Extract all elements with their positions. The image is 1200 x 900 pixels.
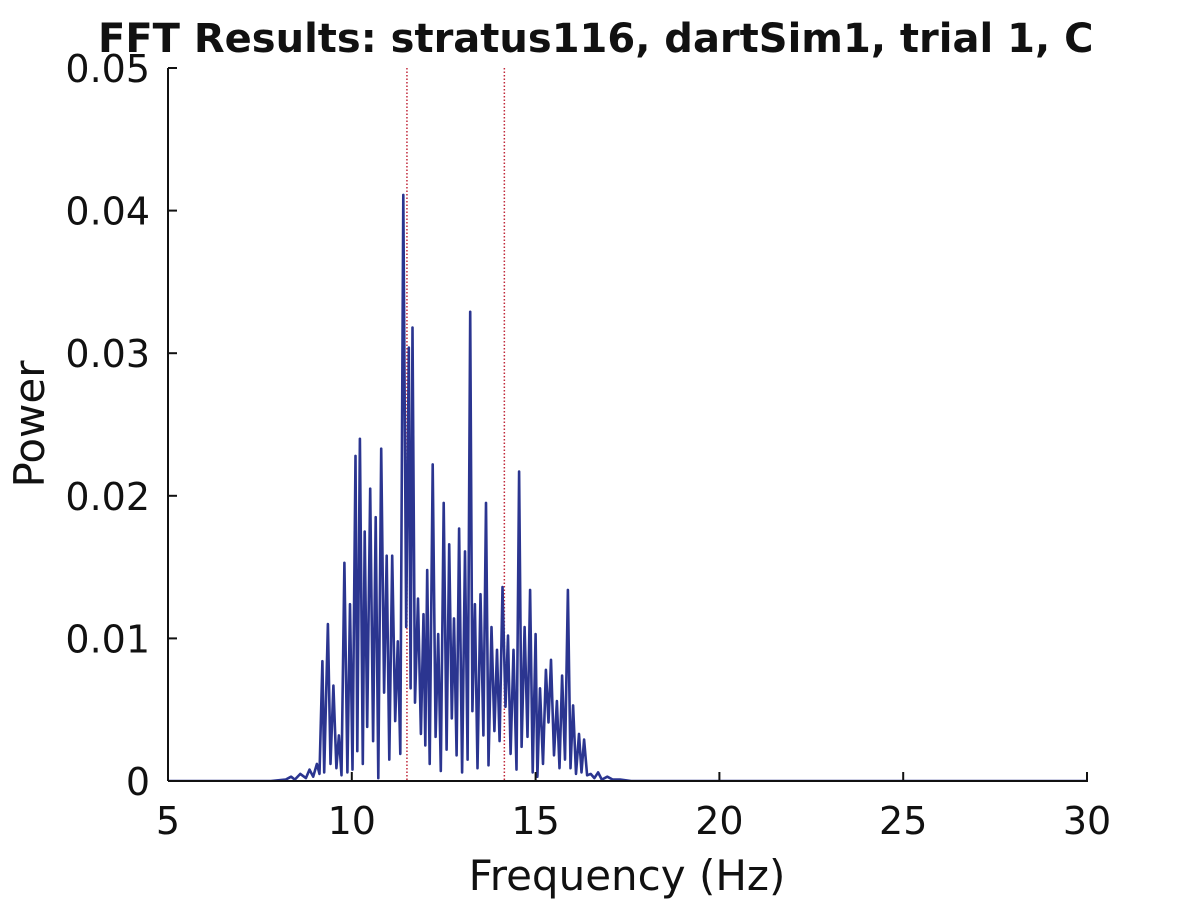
x-tick-label: 15 [511, 799, 559, 843]
y-tick-label: 0.05 [65, 47, 150, 91]
x-tick-label: 25 [879, 799, 927, 843]
y-tick-label: 0.03 [65, 332, 150, 376]
x-tick-label: 20 [695, 799, 743, 843]
y-tick-label: 0.01 [65, 617, 150, 661]
y-tick-label: 0 [126, 760, 150, 804]
series-layer [168, 193, 1087, 782]
chart-title: FFT Results: stratus116, dartSim1, trial… [98, 16, 1093, 62]
y-tick-label: 0.02 [65, 475, 150, 519]
power-spectrum-line [168, 193, 1087, 782]
x-axis-label: Frequency (Hz) [469, 851, 786, 900]
y-axis-label: Power [5, 360, 54, 488]
x-tick-label: 10 [328, 799, 376, 843]
x-tick-label: 5 [156, 799, 180, 843]
y-ticks: 0 0.01 0.02 0.03 0.04 0.05 [65, 47, 177, 804]
y-tick-label: 0.04 [65, 190, 150, 234]
x-tick-label: 30 [1063, 799, 1111, 843]
x-ticks: 5 10 15 20 25 30 [156, 772, 1111, 843]
